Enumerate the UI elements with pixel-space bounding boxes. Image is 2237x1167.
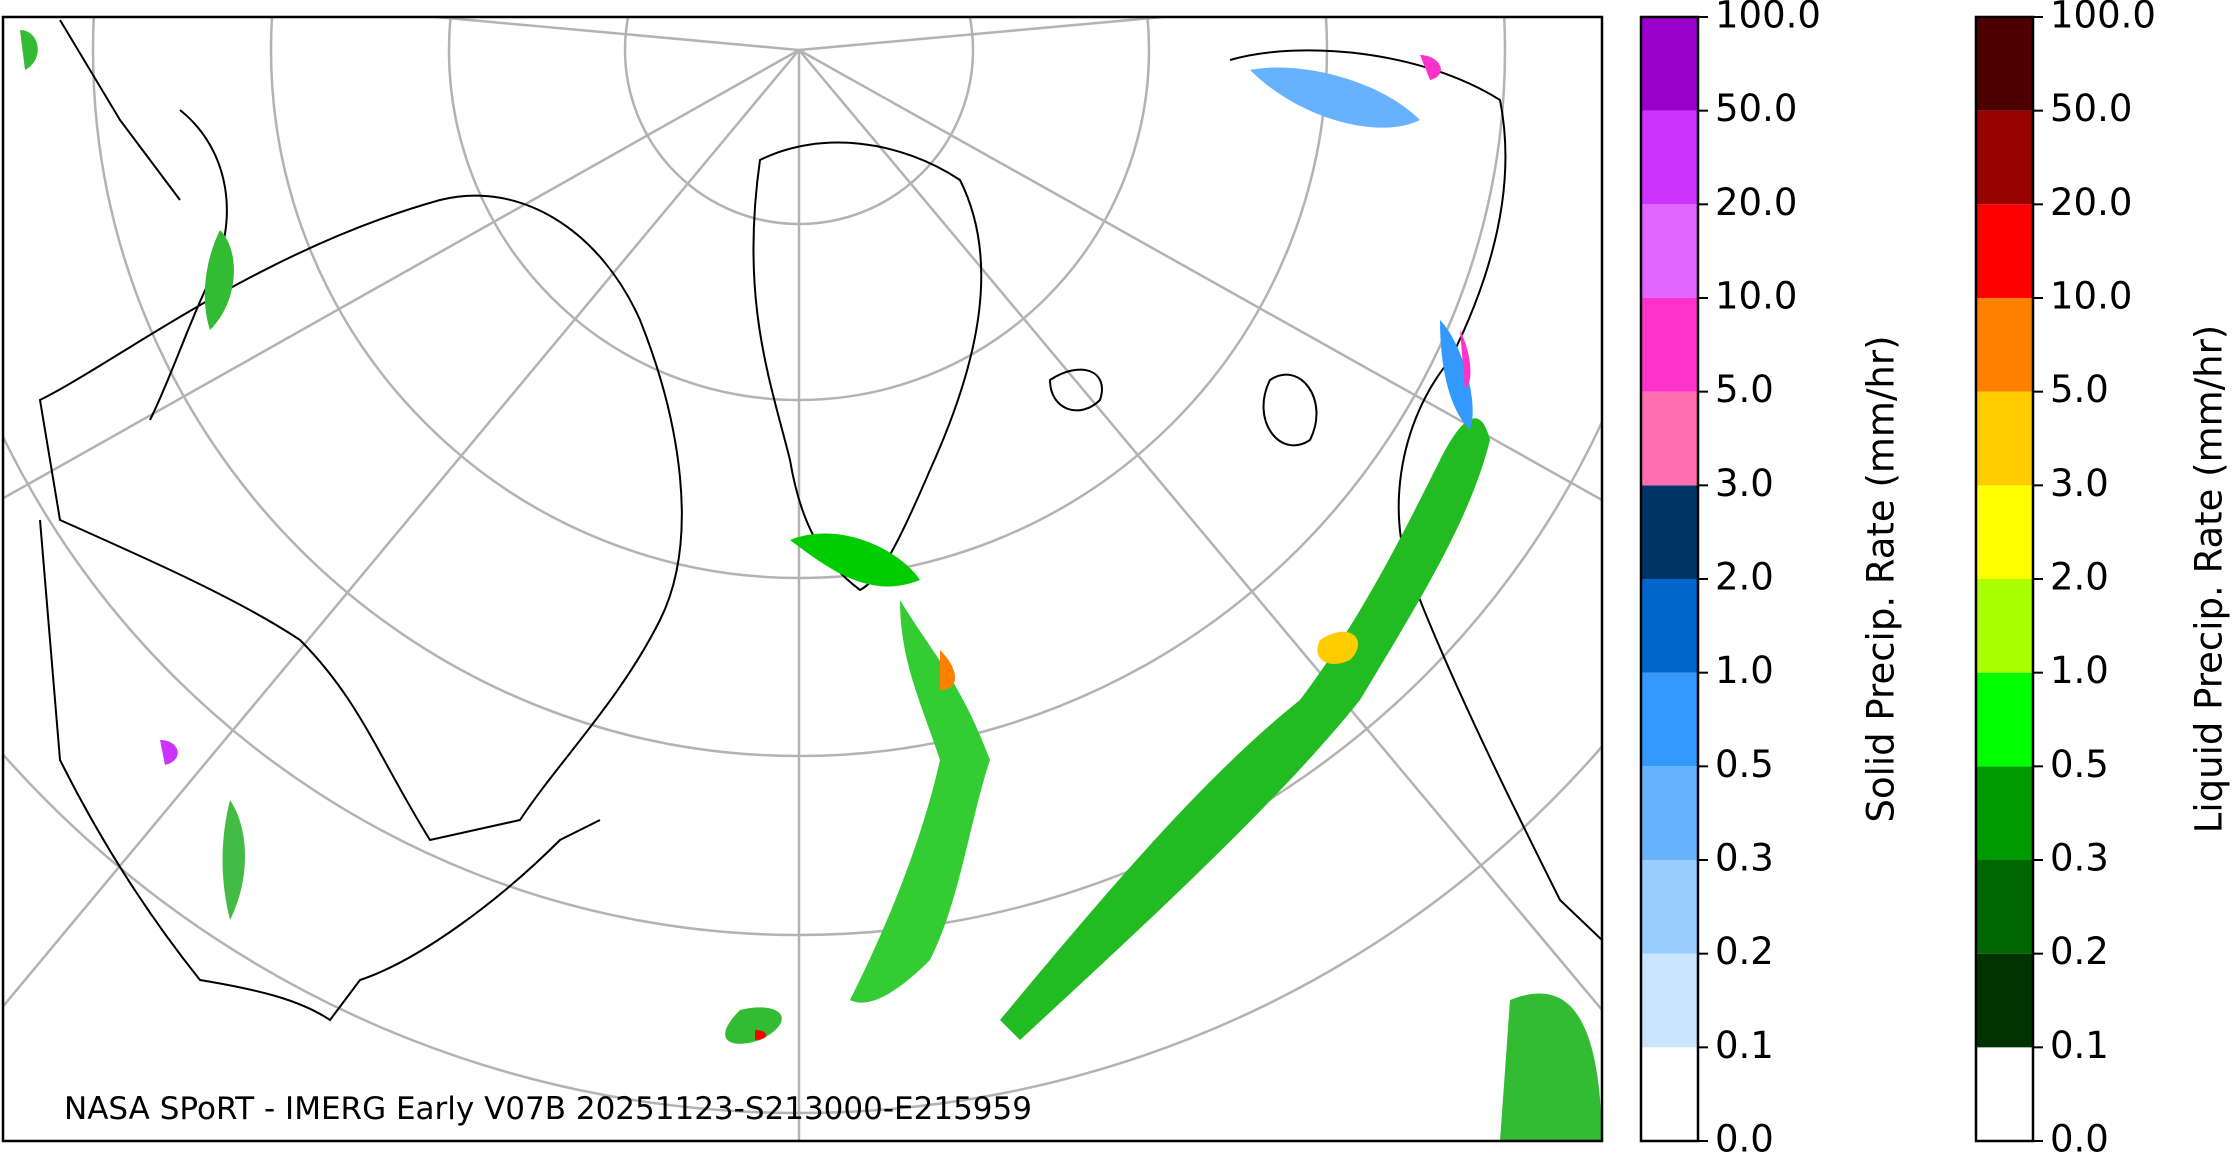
colorbar-bin xyxy=(1976,953,2033,1048)
colorbar-tick-label: 100.0 xyxy=(1715,0,1821,37)
colorbar-bin xyxy=(1641,391,1698,486)
colorbar-tick-label: 5.0 xyxy=(2050,368,2109,411)
colorbar-bin xyxy=(1976,17,2033,111)
colorbar-tick-label: 3.0 xyxy=(2050,462,2109,505)
map xyxy=(3,17,1602,1141)
caption: NASA SPoRT - IMERG Early V07B 20251123-S… xyxy=(64,1091,1032,1127)
colorbar-bin xyxy=(1976,1047,2033,1141)
precipitation xyxy=(20,30,1602,1141)
coastlines xyxy=(38,19,1602,1022)
colorbar-bin xyxy=(1641,1047,1698,1141)
colorbar-bin xyxy=(1641,579,1698,673)
colorbar-bin xyxy=(1641,110,1698,205)
colorbar-tick-label: 5.0 xyxy=(1715,368,1774,411)
map-frame xyxy=(1,15,1604,1143)
colorbar-tick-label: 1.0 xyxy=(1715,649,1774,692)
colorbar-tick-label: 0.2 xyxy=(2050,930,2109,973)
colorbar-bin xyxy=(1976,298,2033,392)
colorbar-bin xyxy=(1976,579,2033,673)
colorbar-label: Solid Precip. Rate (mm/hr) xyxy=(1860,335,1903,822)
colorbar-label: Liquid Precip. Rate (mm/hr) xyxy=(2188,325,2231,834)
colorbar-tick-label: 2.0 xyxy=(2050,556,2109,599)
colorbar-bin xyxy=(1641,298,1698,392)
colorbar-tick-label: 50.0 xyxy=(2050,87,2132,130)
colorbar-bin xyxy=(1641,204,1698,298)
colorbar-bin xyxy=(1641,766,1698,860)
colorbar-tick-label: 0.0 xyxy=(1715,1118,1774,1161)
colorbar-tick-label: 0.1 xyxy=(2050,1024,2109,1067)
colorbar-bin xyxy=(1641,953,1698,1048)
colorbar-tick-label: 3.0 xyxy=(1715,462,1774,505)
colorbar-tick-label: 1.0 xyxy=(2050,649,2109,692)
colorbar-bin xyxy=(1641,860,1698,954)
colorbar-tick-label: 10.0 xyxy=(2050,275,2132,318)
colorbar-tick-label: 0.3 xyxy=(2050,837,2109,880)
colorbar-tick-label: 0.0 xyxy=(2050,1118,2109,1161)
colorbar-tick-label: 50.0 xyxy=(1715,87,1797,130)
colorbar-tick-label: 2.0 xyxy=(1715,556,1774,599)
colorbar-bin xyxy=(1976,485,2033,579)
colorbar-tick-label: 0.3 xyxy=(1715,837,1774,880)
colorbar-tick-label: 0.2 xyxy=(1715,930,1774,973)
colorbar-bin xyxy=(1641,485,1698,579)
colorbar-tick-label: 0.5 xyxy=(2050,743,2109,786)
colorbar-bin xyxy=(1641,672,1698,767)
colorbar-bin xyxy=(1641,17,1698,111)
colorbar-bin xyxy=(1976,766,2033,860)
colorbar-bin xyxy=(1976,391,2033,486)
colorbar-bin xyxy=(1976,860,2033,954)
colorbar-bin xyxy=(1976,672,2033,767)
colorbar-tick-label: 10.0 xyxy=(1715,275,1797,318)
colorbar-tick-label: 100.0 xyxy=(2050,0,2156,37)
colorbar-bin xyxy=(1976,204,2033,298)
colorbar-bin xyxy=(1976,110,2033,205)
colorbar-tick-label: 0.5 xyxy=(1715,743,1774,786)
colorbar-tick-label: 0.1 xyxy=(1715,1024,1774,1067)
colorbar-tick-label: 20.0 xyxy=(1715,181,1797,224)
colorbar-tick-label: 20.0 xyxy=(2050,181,2132,224)
